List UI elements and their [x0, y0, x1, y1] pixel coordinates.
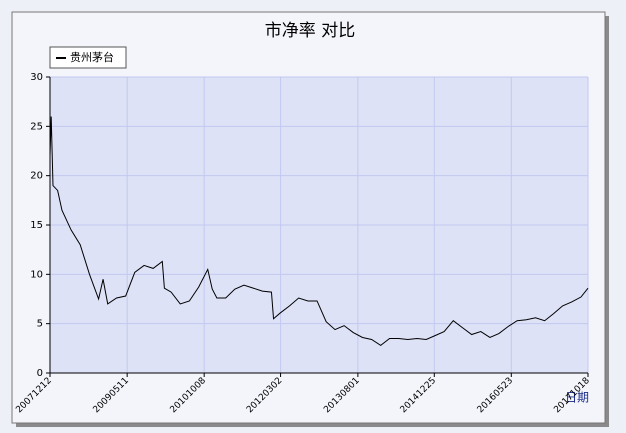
y-tick-label: 25: [30, 121, 43, 132]
y-tick-label: 20: [30, 171, 43, 182]
x-axis-label: 日期: [565, 391, 589, 405]
y-tick-label: 15: [30, 220, 43, 231]
y-tick-label: 10: [30, 269, 43, 280]
legend-box: [49, 46, 127, 69]
chart-title: 市净率 对比: [265, 21, 355, 41]
legend-label: 贵州茅台: [70, 50, 114, 64]
y-tick-label: 5: [37, 319, 43, 330]
y-tick-label: 30: [30, 72, 43, 83]
data-line: [49, 116, 589, 346]
legend: 贵州茅台: [49, 46, 127, 69]
y-tick-label: 0: [37, 368, 43, 379]
